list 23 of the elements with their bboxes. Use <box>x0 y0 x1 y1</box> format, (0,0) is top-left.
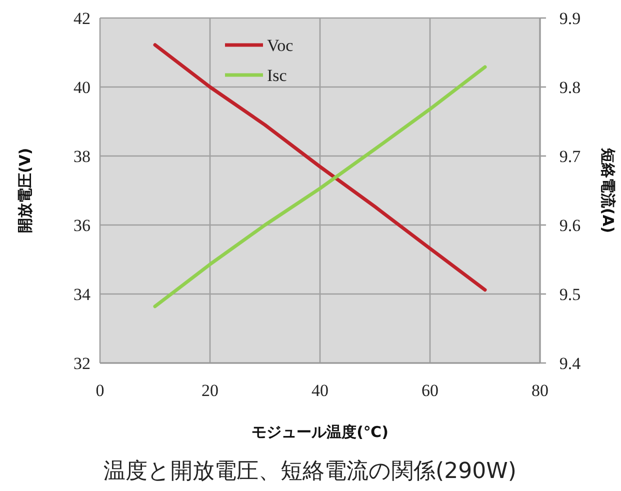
x-tick-label: 20 <box>202 381 218 400</box>
y-tick-label: 42 <box>74 9 90 28</box>
y-tick-label: 36 <box>74 216 90 235</box>
y-tick-label: 32 <box>74 354 90 373</box>
y2-tick-label: 9.6 <box>559 216 581 235</box>
legend-label: Voc <box>267 36 294 55</box>
y2-tick-label: 9.9 <box>559 9 581 28</box>
y2-tick-label: 9.5 <box>559 285 581 304</box>
x-tick-label: 0 <box>96 381 104 400</box>
y2-axis-title: 短絡電流(A) <box>599 146 617 234</box>
y-tick-label: 40 <box>74 78 90 97</box>
y-tick-label: 34 <box>74 285 91 304</box>
y2-tick-label: 9.4 <box>559 354 582 373</box>
y-tick-label: 38 <box>74 147 90 166</box>
legend-label: Isc <box>267 66 288 85</box>
y-axis-title: 開放電圧(V) <box>16 148 34 234</box>
y2-tick-label: 9.7 <box>559 147 582 166</box>
x-tick-label: 80 <box>532 381 548 400</box>
x-axis-title: モジュール温度(℃) <box>252 423 388 441</box>
x-tick-label: 60 <box>422 381 438 400</box>
y2-tick-label: 9.8 <box>559 78 581 97</box>
text: 温度と開放電圧、短絡電流の関係(290W) <box>104 459 516 484</box>
x-tick-label: 40 <box>312 381 328 400</box>
